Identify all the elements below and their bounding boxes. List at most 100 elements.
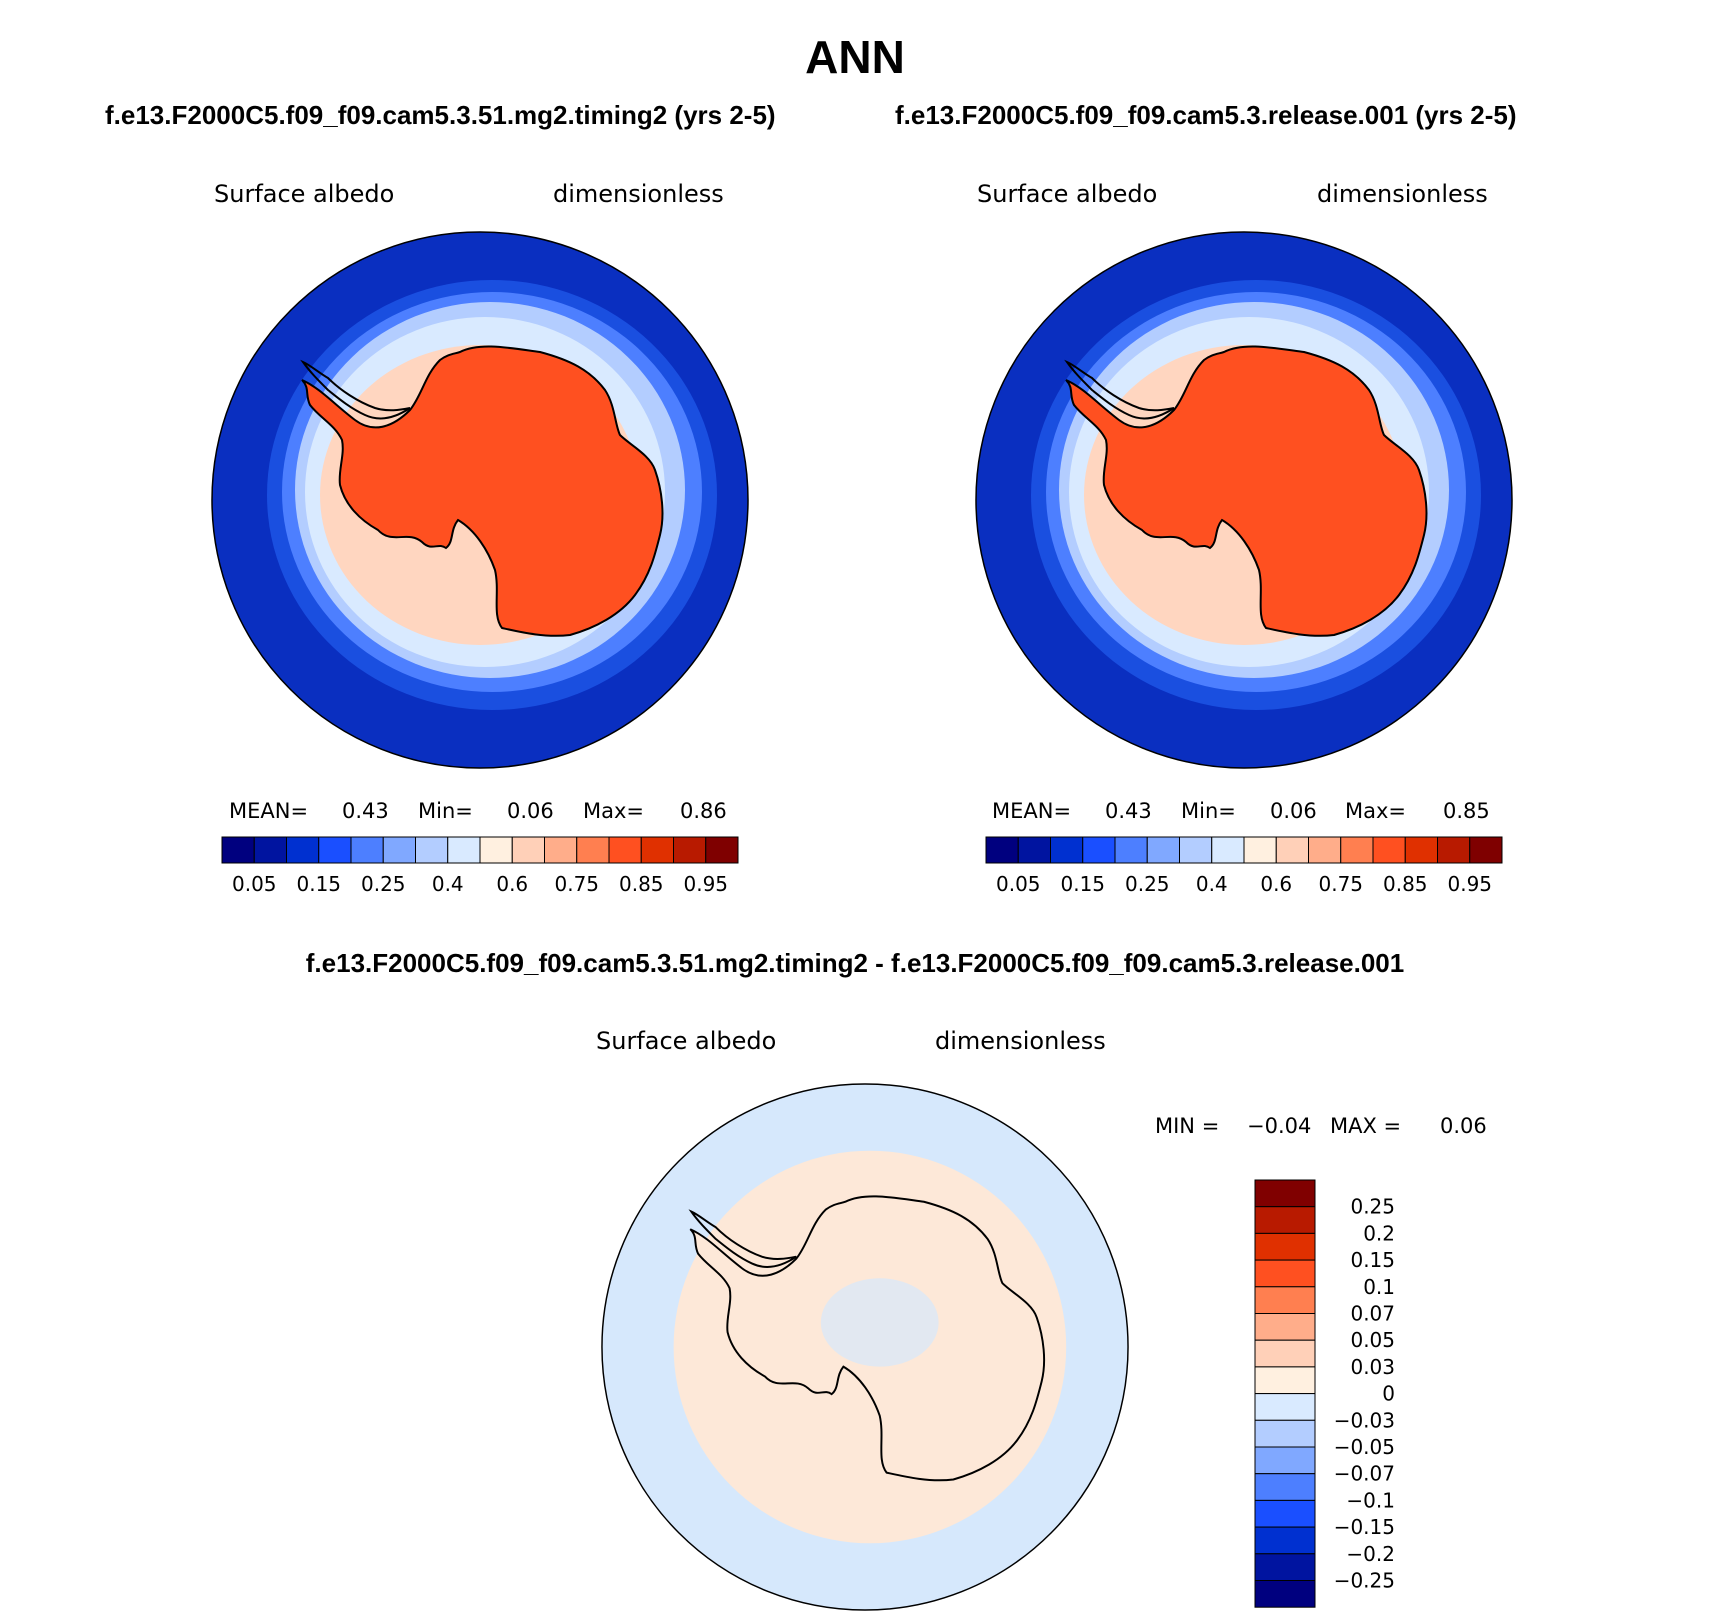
figure-title: ANN bbox=[805, 31, 905, 83]
peninsula-coastline bbox=[688, 1209, 797, 1268]
map-border bbox=[975, 231, 1513, 769]
left-case-title: f.e13.F2000C5.f09_f09.cam5.3.51.mg2.timi… bbox=[105, 100, 776, 130]
left-units-label: dimensionless bbox=[553, 180, 724, 208]
colorbar-tick-label: 0.05 bbox=[232, 872, 277, 896]
right-units-label: dimensionless bbox=[1317, 180, 1488, 208]
colorbar-box bbox=[447, 836, 481, 864]
antarctica-coastline bbox=[301, 345, 664, 637]
colorbar-tick-label: −0.15 bbox=[1334, 1515, 1395, 1539]
colorbar-box bbox=[1254, 1419, 1316, 1448]
diff-min-label: MIN = bbox=[1155, 1114, 1220, 1138]
colorbar-tick-label: 0.05 bbox=[996, 872, 1041, 896]
colorbar-box bbox=[1254, 1473, 1316, 1501]
right-mean-label: MEAN= bbox=[992, 799, 1072, 823]
right-min-value: 0.06 bbox=[1270, 799, 1317, 823]
diff-colorbar: 0.250.2 0.15 0.1 0.070.05 0.03 0−0.03 −0.05 −0.… bbox=[1254, 1179, 1395, 1608]
colorbar-tick-label: −0.25 bbox=[1334, 1569, 1395, 1593]
right-max-label: Max= bbox=[1345, 799, 1407, 823]
map-fill-group bbox=[601, 1083, 1129, 1611]
colorbar-box bbox=[1243, 836, 1277, 864]
colorbar-tick-label: 0.6 bbox=[496, 872, 528, 896]
colorbar-box bbox=[1254, 1179, 1316, 1208]
colorbar-box bbox=[640, 836, 674, 864]
colorbar-tick-label: 0.15 bbox=[1350, 1248, 1395, 1272]
colorbar-box bbox=[1469, 836, 1503, 864]
diff-negative-patch bbox=[820, 1278, 939, 1367]
colorbar-box bbox=[382, 836, 416, 864]
colorbar-tick-label: 0.4 bbox=[432, 872, 464, 896]
colorbar-box bbox=[576, 836, 610, 864]
colorbar-tick-label: 0.95 bbox=[1447, 872, 1492, 896]
colorbar-box bbox=[1082, 836, 1116, 864]
colorbar-tick-label: −0.05 bbox=[1334, 1435, 1395, 1459]
colorbar-box bbox=[1254, 1366, 1316, 1395]
right-variable-label: Surface albedo bbox=[977, 180, 1158, 208]
colorbar-tick-label: 0.15 bbox=[296, 872, 341, 896]
colorbar-box bbox=[1404, 836, 1438, 864]
colorbar-box bbox=[286, 836, 320, 864]
colorbar-tick-label: 0.95 bbox=[683, 872, 728, 896]
colorbar-tick-label: 0.6 bbox=[1260, 872, 1292, 896]
colorbar-tick-label: 0.03 bbox=[1350, 1355, 1395, 1379]
diff-polar-map bbox=[601, 1083, 1129, 1611]
diff-min-value: −0.04 bbox=[1247, 1114, 1312, 1138]
colorbar-tick-label: 0.25 bbox=[361, 872, 406, 896]
left-polar-map bbox=[211, 231, 749, 769]
colorbar-tick-label: 0.85 bbox=[1383, 872, 1428, 896]
left-max-label: Max= bbox=[583, 799, 645, 823]
colorbar-tick-label: 0.2 bbox=[1363, 1221, 1395, 1245]
colorbar-box bbox=[350, 836, 384, 864]
colorbar-box bbox=[1146, 836, 1180, 864]
antarctica-coastline bbox=[689, 1195, 1046, 1482]
colorbar-box bbox=[511, 836, 545, 864]
colorbar-box bbox=[1211, 836, 1245, 864]
colorbar-box bbox=[705, 836, 739, 864]
colorbar-tick-label: −0.1 bbox=[1346, 1488, 1395, 1512]
colorbar-tick-label: 0.75 bbox=[1318, 872, 1363, 896]
colorbar-box bbox=[1254, 1553, 1316, 1581]
right-case-title: f.e13.F2000C5.f09_f09.cam5.3.release.001… bbox=[895, 100, 1517, 130]
colorbar-tick-label: 0.15 bbox=[1060, 872, 1105, 896]
left-min-label: Min= bbox=[418, 799, 473, 823]
colorbar-box bbox=[1254, 1526, 1316, 1555]
colorbar-tick-label: 0.85 bbox=[619, 872, 664, 896]
colorbar-box bbox=[608, 836, 642, 864]
diff-max-value: 0.06 bbox=[1440, 1114, 1487, 1138]
colorbar-box bbox=[479, 836, 513, 864]
colorbar-box bbox=[1017, 836, 1051, 864]
colorbar-box bbox=[415, 836, 449, 864]
colorbar-box bbox=[1050, 836, 1084, 864]
left-max-value: 0.86 bbox=[680, 799, 727, 823]
colorbar-box bbox=[544, 836, 578, 864]
colorbar-box bbox=[1372, 836, 1406, 864]
colorbar-box bbox=[673, 836, 707, 864]
colorbar-tick-label: 0.07 bbox=[1350, 1302, 1395, 1326]
antarctica-fill bbox=[1066, 346, 1427, 636]
right-polar-map bbox=[975, 231, 1513, 769]
colorbar-tick-label: 0.25 bbox=[1350, 1195, 1395, 1219]
antarctica-fill bbox=[302, 346, 663, 636]
colorbar-box bbox=[1254, 1339, 1316, 1368]
colorbar-box bbox=[1254, 1499, 1316, 1528]
colorbar-box bbox=[221, 836, 255, 864]
colorbar-box bbox=[1254, 1232, 1316, 1261]
map-fill-group bbox=[976, 232, 1512, 768]
left-min-value: 0.06 bbox=[507, 799, 554, 823]
left-mean-value: 0.43 bbox=[342, 799, 389, 823]
map-border bbox=[211, 231, 749, 769]
colorbar-tick-label: 0.1 bbox=[1363, 1275, 1395, 1299]
antarctica-coastline bbox=[1065, 345, 1428, 637]
diff-max-label: MAX = bbox=[1330, 1114, 1402, 1138]
colorbar-tick-label: −0.03 bbox=[1334, 1408, 1395, 1432]
colorbar-box bbox=[1308, 836, 1342, 864]
colorbar-tick-label: 0.05 bbox=[1350, 1328, 1395, 1352]
colorbar-box bbox=[1254, 1580, 1316, 1608]
left-variable-label: Surface albedo bbox=[214, 180, 395, 208]
colorbar-box bbox=[1254, 1393, 1316, 1421]
colorbar-box bbox=[318, 836, 352, 864]
colorbar-box bbox=[1254, 1259, 1316, 1288]
peninsula-coastline bbox=[1064, 359, 1175, 420]
colorbar-box bbox=[1254, 1206, 1316, 1234]
diff-variable-label: Surface albedo bbox=[596, 1027, 777, 1055]
diff-units-label: dimensionless bbox=[935, 1027, 1106, 1055]
